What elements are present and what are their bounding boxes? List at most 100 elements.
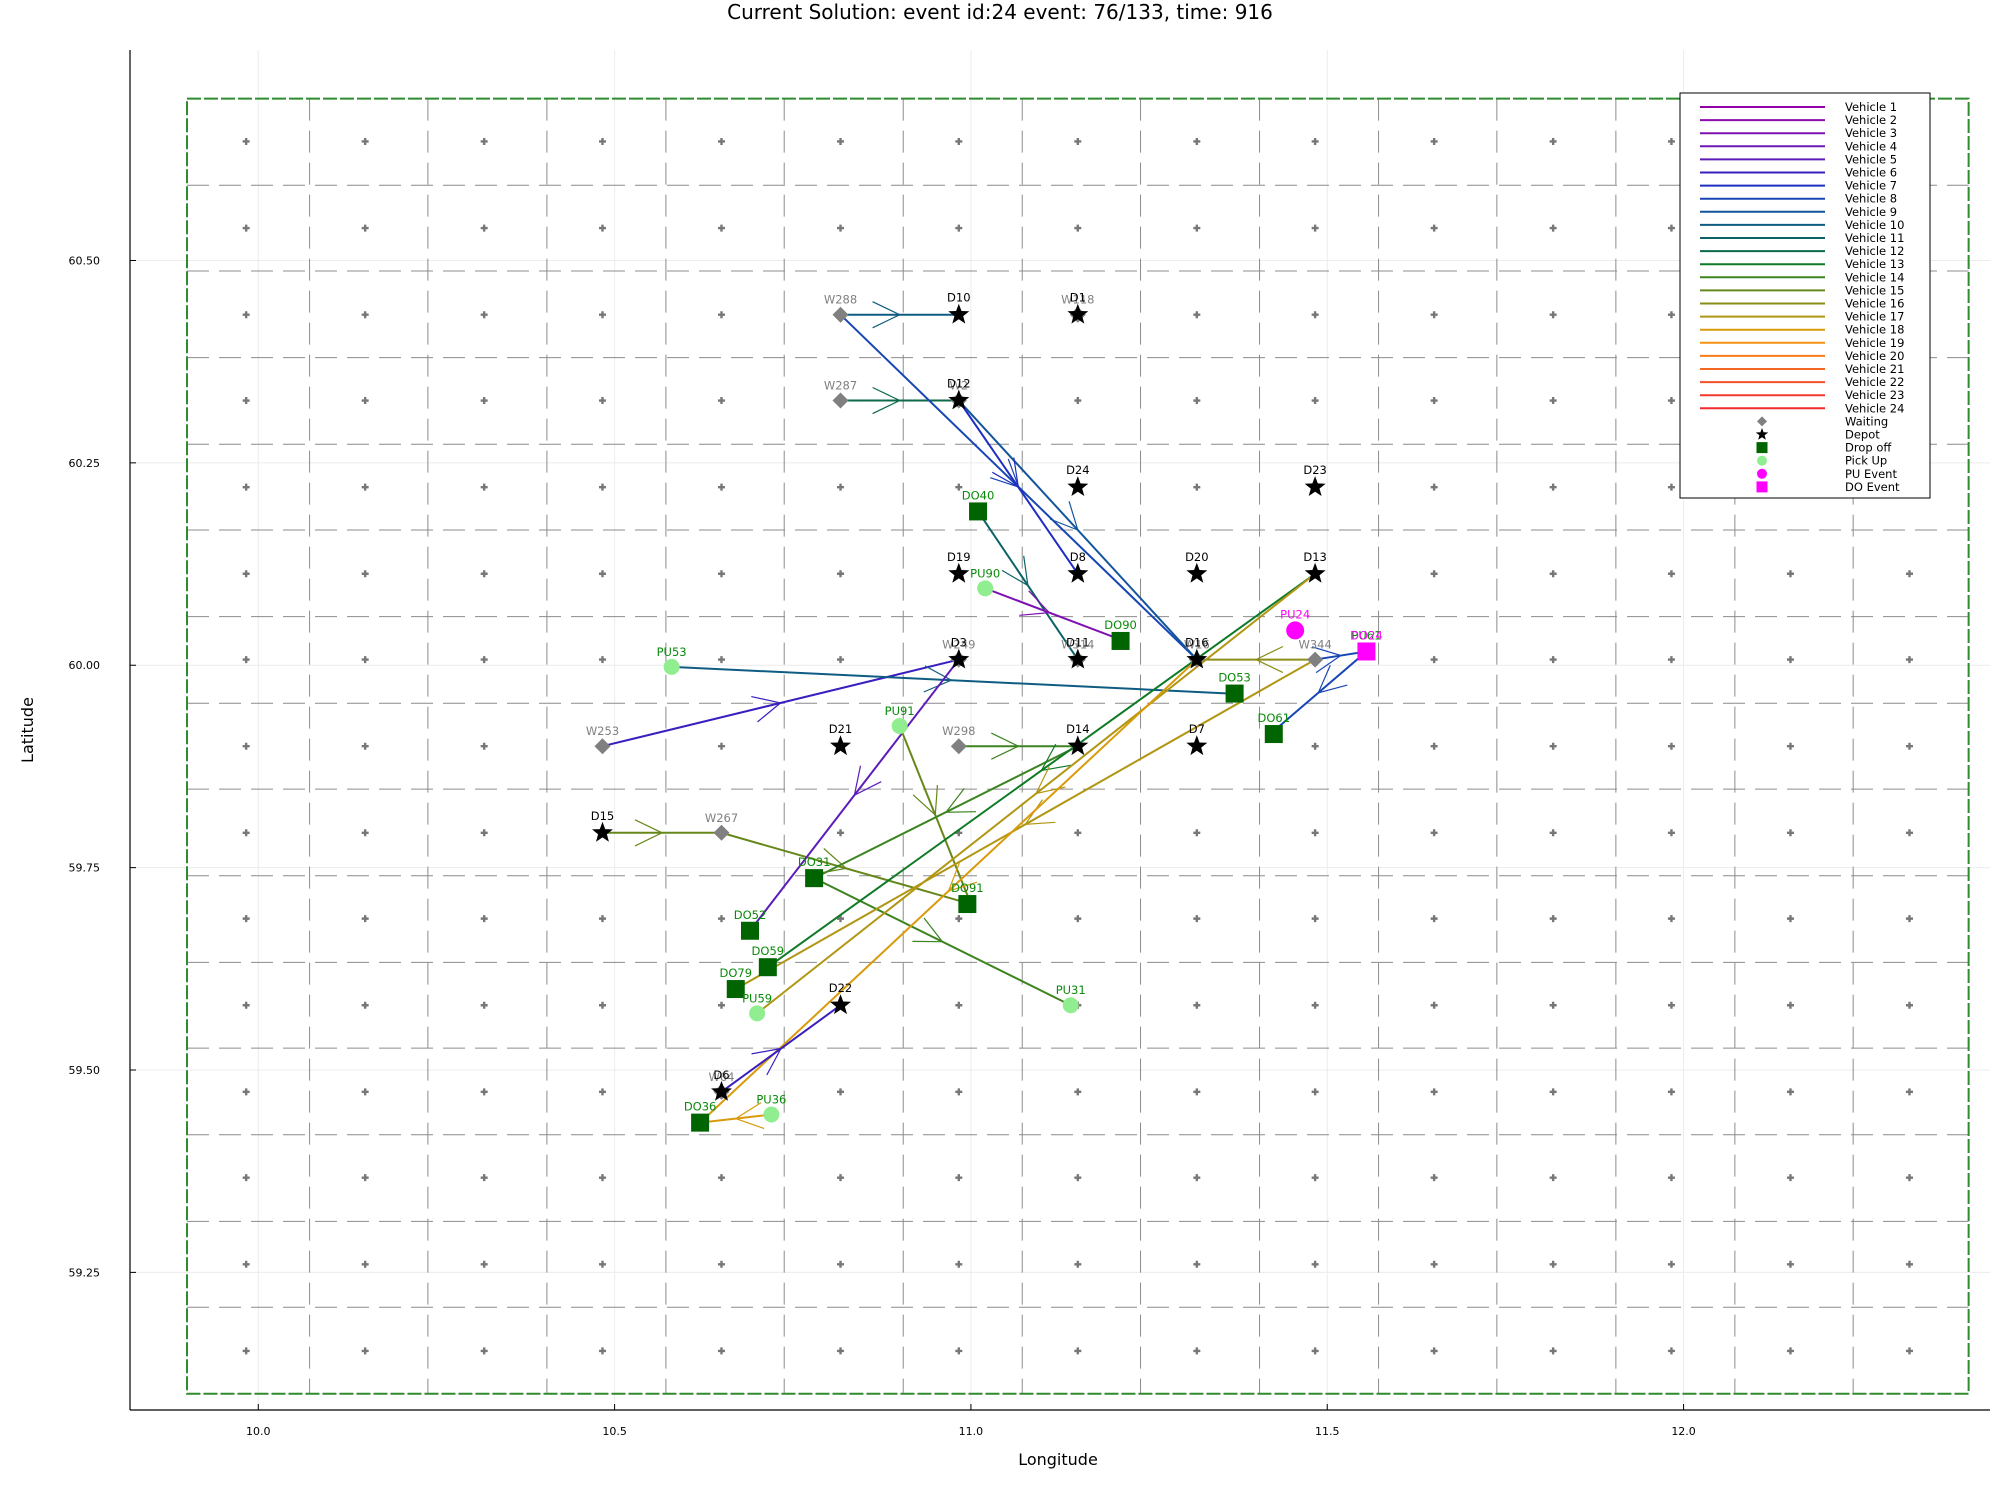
legend-label: Vehicle 10	[1845, 218, 1904, 232]
cell-center-marker	[242, 570, 250, 578]
cell-center-marker	[598, 483, 606, 491]
depot-label: D15	[591, 809, 615, 823]
pickup-marker	[749, 1005, 766, 1022]
cell-center-marker	[837, 1174, 845, 1182]
cell-center-marker	[480, 137, 488, 145]
waiting-label: W2	[949, 379, 968, 393]
cell-center-marker	[242, 1174, 250, 1182]
depot-marker	[1186, 735, 1208, 756]
legend-label: Vehicle 21	[1845, 362, 1904, 376]
cell-center-marker	[1193, 1347, 1201, 1355]
cell-center-marker	[717, 656, 725, 664]
cell-center-marker	[361, 1001, 369, 1009]
cell-center-marker	[480, 397, 488, 405]
cell-center-marker	[1549, 1347, 1557, 1355]
legend-label: PU Event	[1845, 467, 1897, 481]
depot-label: D12	[947, 377, 971, 391]
depot-label: D13	[1303, 550, 1327, 564]
depot-label: D7	[1189, 722, 1205, 736]
cell-center-marker	[1549, 1260, 1557, 1268]
cell-center-marker	[717, 1347, 725, 1355]
route-arrow	[734, 1102, 765, 1130]
cell-center-marker	[480, 915, 488, 923]
cell-center-marker	[1667, 1260, 1675, 1268]
depot-marker	[1304, 562, 1326, 583]
waiting-marker	[1307, 651, 1324, 668]
cell-center-marker	[1430, 570, 1438, 578]
waiting-label: W253	[586, 724, 619, 738]
cell-center-marker	[1905, 570, 1913, 578]
legend-swatch-diamond	[1757, 416, 1767, 427]
legend-label: Vehicle 4	[1845, 139, 1897, 153]
cell-center-marker	[955, 1088, 963, 1096]
cell-center-marker	[361, 311, 369, 319]
route-arrow	[923, 665, 953, 693]
service-region	[186, 97, 1970, 1395]
depot-label: D10	[947, 291, 971, 305]
cell-center-marker	[1667, 1347, 1675, 1355]
x-tick-label: 11.5	[1315, 1425, 1340, 1438]
depot-label: D8	[1070, 550, 1086, 564]
cell-center-marker	[242, 1088, 250, 1096]
waiting-label: W249	[942, 638, 975, 652]
dropoff-marker	[691, 1113, 710, 1132]
cell-center-marker	[361, 915, 369, 923]
cell-center-marker	[361, 656, 369, 664]
waiting-marker	[594, 738, 611, 755]
depot-label: D22	[829, 981, 853, 995]
cell-center-marker	[1074, 137, 1082, 145]
cell-center-marker	[1311, 1347, 1319, 1355]
cell-center-marker	[1905, 742, 1913, 750]
axis-ticks: 10.0 10.5 11.0 11.5 12.0 59.25 59.50 59.75 60.00…	[69, 254, 1696, 1438]
dropoff-label: DO79	[719, 966, 752, 980]
cell-center-marker	[1430, 1347, 1438, 1355]
cell-center-marker	[598, 1260, 606, 1268]
legend-swatch-square	[1756, 442, 1768, 454]
cell-center-marker	[1311, 1088, 1319, 1096]
cell-center-marker	[242, 397, 250, 405]
waiting-label: W314	[1061, 638, 1094, 652]
cell-center-marker	[598, 1347, 606, 1355]
cell-center-marker	[1430, 1260, 1438, 1268]
depot-label: D21	[829, 722, 853, 736]
pickup-label: PU91	[885, 704, 915, 718]
waiting-label: W287	[824, 379, 857, 393]
legend-swatch-circle	[1757, 455, 1767, 466]
route-arrow	[912, 917, 944, 943]
cell-center-marker	[1311, 742, 1319, 750]
cell-center-marker	[1667, 915, 1675, 923]
cell-center-marker	[1193, 915, 1201, 923]
dropoff-label: DO59	[752, 944, 785, 958]
legend-label: Vehicle 12	[1845, 244, 1904, 258]
y-tick-label: 60.25	[69, 457, 101, 470]
cell-center-marker	[1549, 656, 1557, 664]
y-tick-label: 59.50	[69, 1064, 101, 1077]
legend-label: Vehicle 22	[1845, 375, 1904, 389]
cell-center-marker	[837, 915, 845, 923]
legend-label: Vehicle 5	[1845, 152, 1897, 166]
cell-center-marker	[480, 1088, 488, 1096]
route-arrow	[947, 862, 978, 893]
dropoff-label: DO40	[962, 488, 995, 502]
route-arrow	[872, 386, 902, 415]
legend-label: Drop off	[1845, 441, 1892, 455]
cell-center-marker	[1311, 224, 1319, 232]
waiting-label: W288	[824, 293, 857, 307]
cell-center-marker	[837, 656, 845, 664]
cell-center-marker	[480, 570, 488, 578]
waiting-label: W344	[1298, 638, 1331, 652]
waiting-label: W298	[942, 724, 975, 738]
cell-center-marker	[598, 224, 606, 232]
cell-center-marker	[1430, 742, 1438, 750]
route-arrow	[634, 819, 664, 847]
cell-center-marker	[1667, 137, 1675, 145]
cell-center-marker	[242, 915, 250, 923]
pickup-marker	[663, 658, 680, 675]
waiting-marker	[832, 306, 849, 323]
cell-center-marker	[361, 742, 369, 750]
cell-center-marker	[361, 1347, 369, 1355]
cell-center-marker	[480, 829, 488, 837]
cell-center-marker	[361, 1088, 369, 1096]
legend-label: Vehicle 6	[1845, 166, 1897, 180]
